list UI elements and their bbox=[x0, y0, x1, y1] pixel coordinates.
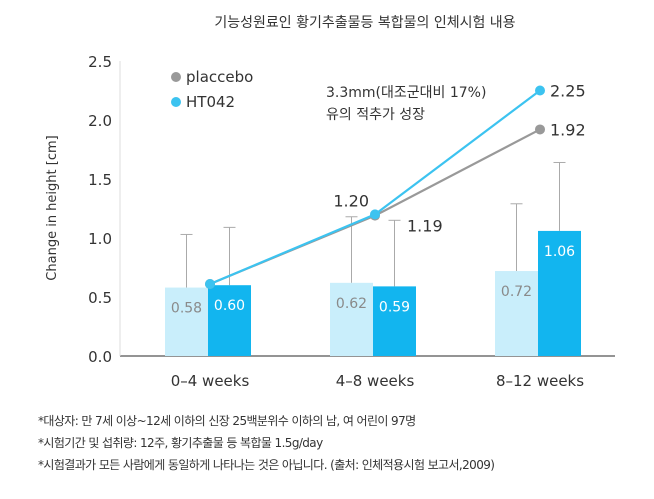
bar-data-label: 0.59 bbox=[379, 299, 410, 315]
y-tick-label: 2.5 bbox=[88, 53, 112, 71]
bar-data-label: 0.62 bbox=[336, 296, 367, 312]
legend-label: placcebo bbox=[186, 68, 253, 86]
annotation: 3.3mm(대조군대비 17%) bbox=[326, 85, 486, 101]
bar-data-label: 0.72 bbox=[501, 284, 532, 300]
legend-marker bbox=[171, 72, 181, 82]
chart: 기능성원료인 황기추출물등 복합물의 인체시험 내용 0.0 0.5 1.0 1.5 2.… bbox=[45, 15, 615, 390]
bar-placcebo bbox=[165, 287, 208, 356]
y-tick-label: 1.0 bbox=[88, 230, 112, 248]
chart-title: 기능성원료인 황기추출물등 복합물의 인체시험 내용 bbox=[214, 15, 515, 31]
bar-HT042 bbox=[538, 230, 581, 356]
legend-marker bbox=[171, 97, 181, 107]
y-tick-label: 0.5 bbox=[88, 289, 112, 307]
bar-HT042 bbox=[373, 286, 416, 356]
x-tick-label: 4–8 weeks bbox=[336, 372, 415, 390]
bar-placcebo bbox=[495, 271, 538, 356]
x-tick-label: 0–4 weeks bbox=[171, 372, 250, 390]
bar-placcebo bbox=[330, 282, 373, 356]
footnote: *대상자: 만 7세 이상~12세 이하의 신장 25백분위수 이하의 남, 여… bbox=[38, 414, 416, 428]
bar-data-label: 1.06 bbox=[544, 244, 575, 260]
bar-HT042 bbox=[208, 285, 251, 356]
footnote: *시험기간 및 섭취량: 12주, 황기추출물 등 복합물 1.5g/day bbox=[38, 436, 323, 450]
bar-data-label: 0.58 bbox=[171, 301, 202, 317]
line-point bbox=[370, 209, 380, 220]
line-placcebo bbox=[209, 128, 541, 286]
line-data-label: 1.19 bbox=[407, 217, 443, 236]
line-point bbox=[535, 85, 545, 96]
legend-label: HT042 bbox=[186, 93, 235, 111]
x-tick-label: 8–12 weeks bbox=[496, 372, 584, 390]
line-data-label: 2.25 bbox=[550, 82, 586, 101]
line-data-label: 1.92 bbox=[550, 120, 586, 139]
y-axis-label: Change in height [cm] bbox=[45, 135, 60, 280]
y-tick-label: 1.5 bbox=[88, 171, 112, 189]
line-point bbox=[535, 124, 545, 135]
y-tick-label: 2.0 bbox=[88, 112, 112, 130]
line-data-label: 1.20 bbox=[333, 191, 369, 210]
footnote: *시험결과가 모든 사람에게 동일하게 나타나는 것은 아닙니다. (출처: 인… bbox=[38, 458, 495, 472]
footnotes: *대상자: 만 7세 이상~12세 이하의 신장 25백분위수 이하의 남, 여… bbox=[38, 410, 495, 476]
annotation: 유의 적추가 성장 bbox=[326, 107, 425, 123]
line-point bbox=[205, 279, 215, 290]
y-tick-label: 0.0 bbox=[88, 348, 112, 366]
bar-data-label: 0.60 bbox=[214, 298, 245, 314]
